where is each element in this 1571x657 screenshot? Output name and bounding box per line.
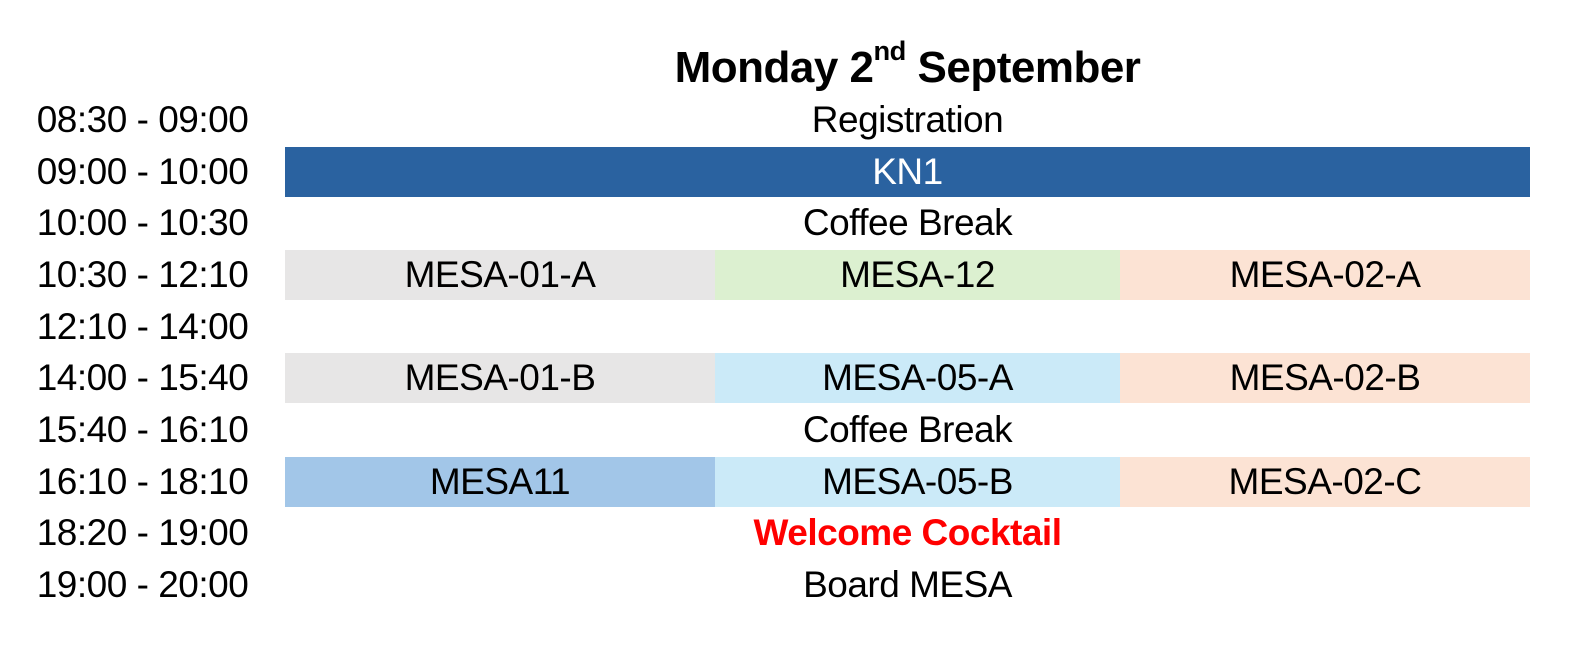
session-cell: Welcome Cocktail xyxy=(753,512,1062,554)
events-area xyxy=(285,301,1530,353)
session-cell: MESA11 xyxy=(285,456,715,507)
schedule-row: 10:00 - 10:30 Coffee Break xyxy=(0,197,1571,249)
title-ordinal: nd xyxy=(873,34,906,66)
time-range-label: 14:00 - 15:40 xyxy=(36,357,249,399)
session-cell: MESA-01-B xyxy=(285,353,715,404)
page-title: Monday 2nd September xyxy=(674,36,1141,93)
schedule-row: 08:30 - 09:00 Registration xyxy=(0,94,1571,146)
events-area: MESA11 MESA-05-B MESA-02-C xyxy=(285,456,1530,508)
events-area: KN1 xyxy=(285,146,1530,198)
session-cell: MESA-12 xyxy=(715,249,1120,300)
title-month: September xyxy=(905,43,1141,92)
session-cell: Registration xyxy=(811,98,1004,140)
time-range-label: 08:30 - 09:00 xyxy=(36,98,249,140)
session-cell: Board MESA xyxy=(803,564,1012,606)
title-day: Monday 2 xyxy=(674,43,874,92)
time-range-label: 16:10 - 18:10 xyxy=(36,460,249,502)
events-area: Board MESA xyxy=(285,559,1530,611)
session-cell: MESA-05-B xyxy=(715,456,1120,507)
schedule-row: 18:20 - 19:00 Welcome Cocktail xyxy=(0,508,1571,560)
schedule-row: 19:00 - 20:00 Board MESA xyxy=(0,559,1571,611)
time-range-label: 10:00 - 10:30 xyxy=(36,202,249,244)
session-cell: MESA-02-A xyxy=(1120,249,1530,300)
session-cell: MESA-02-C xyxy=(1120,456,1530,507)
session-cell: KN1 xyxy=(285,146,1530,197)
schedule-row: 16:10 - 18:10 MESA11 MESA-05-B MESA-02-C xyxy=(0,456,1571,508)
schedule-row: 12:10 - 14:00 xyxy=(0,301,1571,353)
schedule-page: Monday 2nd September 08:30 - 09:00 Regist… xyxy=(0,36,1571,611)
events-area: Welcome Cocktail xyxy=(285,508,1530,560)
schedule-row: 15:40 - 16:10 Coffee Break xyxy=(0,404,1571,456)
events-area: MESA-01-B MESA-05-A MESA-02-B xyxy=(285,352,1530,404)
session-cell: MESA-02-B xyxy=(1120,353,1530,404)
schedule-row: 10:30 - 12:10 MESA-01-A MESA-12 MESA-02-A xyxy=(0,249,1571,301)
time-range-label: 18:20 - 19:00 xyxy=(36,512,249,554)
session-cell: Coffee Break xyxy=(802,202,1013,244)
time-range-label: 12:10 - 14:00 xyxy=(36,305,249,347)
time-range-label: 15:40 - 16:10 xyxy=(36,408,249,450)
time-range-label: 19:00 - 20:00 xyxy=(36,564,249,606)
schedule-row: 09:00 - 10:00 KN1 xyxy=(0,146,1571,198)
schedule-row: 14:00 - 15:40 MESA-01-B MESA-05-A MESA-02-B xyxy=(0,352,1571,404)
title-container: Monday 2nd September xyxy=(285,36,1530,94)
time-range-label: 10:30 - 12:10 xyxy=(36,253,249,295)
events-area: Registration xyxy=(285,94,1530,146)
time-range-label: 09:00 - 10:00 xyxy=(36,150,249,192)
events-area: MESA-01-A MESA-12 MESA-02-A xyxy=(285,249,1530,301)
session-cell: Coffee Break xyxy=(802,408,1013,450)
session-cell: MESA-05-A xyxy=(715,353,1120,404)
events-area: Coffee Break xyxy=(285,404,1530,456)
schedule-table: 08:30 - 09:00 Registration 09:00 - 10:00 KN… xyxy=(0,94,1571,611)
events-area: Coffee Break xyxy=(285,197,1530,249)
session-cell: MESA-01-A xyxy=(285,249,715,300)
title-row: Monday 2nd September xyxy=(0,36,1571,94)
